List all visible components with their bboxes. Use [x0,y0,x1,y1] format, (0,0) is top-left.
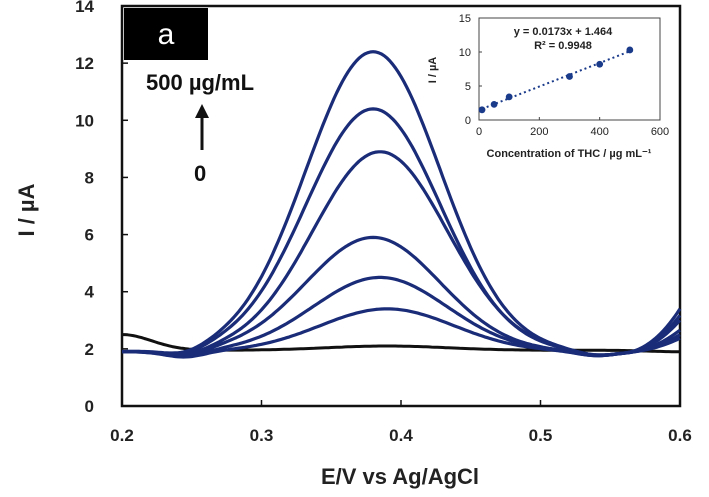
inset-x-tick-label: 600 [651,126,669,138]
voltammogram-curves [122,50,682,359]
y-axis-title: I / µA [14,183,39,236]
inset-x-ticks: 0 200 400 600 [476,117,669,138]
inset-y-tick-label: 15 [459,13,471,25]
x-tick-label: 0.6 [668,426,692,445]
inset-x-tick-label: 400 [590,126,608,138]
inset-y-ticks: 0 5 10 15 [459,13,482,127]
inset-y-axis-title: I / µA [427,57,439,84]
inset-frame [478,17,661,121]
inset-data-point [566,73,573,80]
inset-data-point [596,60,604,68]
inset-calibration-plot: 0 5 10 15 0 200 400 600 y = 0.0173x + 1.464 R²… [427,13,669,160]
inset-y-tick-label: 10 [459,47,471,59]
x-tick-label: 0.4 [389,426,413,445]
y-tick-label: 4 [85,283,95,302]
annotation-arrow-head [195,104,209,118]
x-axis-ticks: 0.2 0.3 0.4 0.5 0.6 [110,400,692,445]
inset-x-tick-label: 0 [476,126,482,138]
panel-letter: a [158,18,175,51]
y-axis-ticks: 0 2 4 6 8 10 12 14 [75,0,128,416]
y-tick-label: 12 [75,54,94,73]
curve-trace-6 [122,50,682,357]
inset-data-point [490,100,498,108]
inset-x-tick-label: 200 [530,126,548,138]
inset-data-point [478,106,486,114]
inset-data-point [626,46,634,54]
inset-points [478,46,634,114]
inset-equation: y = 0.0173x + 1.464 [514,26,613,38]
y-tick-label: 10 [75,111,94,130]
panel-letter-box [124,8,208,60]
inset-data-point [505,93,513,101]
x-tick-label: 0.2 [110,426,134,445]
x-tick-label: 0.5 [529,426,553,445]
annotation-bottom: 0 [194,161,206,186]
x-axis-title: E/V vs Ag/AgCl [321,464,479,489]
inset-trendline [481,50,631,110]
y-tick-label: 2 [85,340,94,359]
y-tick-label: 14 [75,0,94,16]
annotation-top: 500 µg/mL [146,70,254,95]
inset-fit-line [481,50,631,110]
inset-x-axis-title: Concentration of THC / µg mL⁻¹ [487,148,652,160]
y-tick-label: 6 [85,226,94,245]
inset-y-tick-label: 5 [465,81,471,93]
y-tick-label: 0 [85,397,94,416]
inset-r-squared: R² = 0.9948 [534,40,592,52]
y-tick-label: 8 [85,168,94,187]
inset-y-tick-label: 0 [465,115,471,127]
x-tick-label: 0.3 [250,426,274,445]
